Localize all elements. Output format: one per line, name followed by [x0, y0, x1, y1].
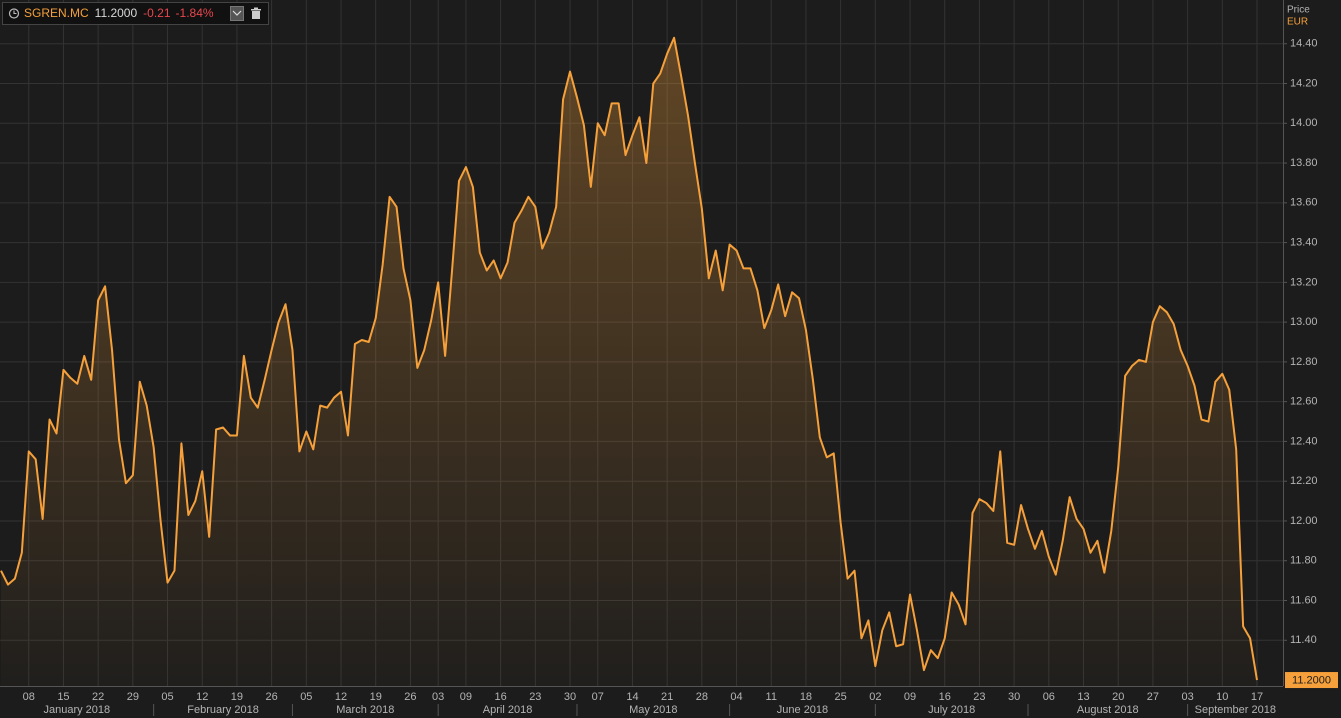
x-tick-label: 05	[161, 691, 173, 703]
y-tick-label: 11.60	[1290, 594, 1317, 606]
x-tick-label: 29	[127, 691, 139, 703]
x-tick-label: 15	[57, 691, 69, 703]
x-tick-label: 23	[529, 691, 541, 703]
plot	[0, 36, 1258, 686]
instrument-header: SGREN.MC 11.2000 -0.21 -1.84%	[2, 2, 269, 25]
last-value-badge	[1285, 672, 1338, 689]
x-tick-label: 13	[1077, 691, 1089, 703]
x-tick-label: 20	[1112, 691, 1124, 703]
y-tick-label: 13.60	[1290, 197, 1318, 209]
month-label: February 2018	[187, 704, 259, 716]
y-tick-label: 12.00	[1290, 515, 1318, 527]
y-tick-label: 13.00	[1290, 316, 1318, 328]
x-tick-label: 25	[835, 691, 847, 703]
x-tick-label: 06	[1043, 691, 1055, 703]
month-label: April 2018	[483, 704, 533, 716]
x-tick-label: 09	[904, 691, 916, 703]
x-tick-label: 08	[23, 691, 35, 703]
x-tick-label: 26	[404, 691, 416, 703]
y-tick-label: 14.40	[1290, 38, 1318, 50]
x-tick-label: 30	[1008, 691, 1020, 703]
y-tick-label: 12.20	[1290, 475, 1318, 487]
y-tick-label: 14.00	[1290, 117, 1318, 129]
y-tick-label: 13.80	[1290, 157, 1318, 169]
price: 11.2000	[95, 6, 138, 20]
dropdown-button[interactable]	[230, 6, 244, 21]
y-tick-label: 12.80	[1290, 356, 1318, 368]
x-tick-label: 19	[231, 691, 243, 703]
x-tick-label: 30	[564, 691, 576, 703]
x-tick-label: 12	[335, 691, 347, 703]
x-tick-label: 26	[266, 691, 278, 703]
last-value-label: 11.2000	[1292, 674, 1331, 686]
month-label: March 2018	[336, 704, 394, 716]
trash-handle	[254, 7, 258, 9]
x-tick-label: 07	[592, 691, 604, 703]
x-tick-label: 03	[432, 691, 444, 703]
x-tick-label: 23	[973, 691, 985, 703]
x-tick-label: 18	[800, 691, 812, 703]
change: -0.21	[143, 6, 171, 20]
x-tick-label: 27	[1147, 691, 1159, 703]
x-tick-label: 16	[494, 691, 506, 703]
price-line	[0, 36, 1258, 681]
axes: 11.40 11.60 11.80 12.00 12.20 12.40 12.60 12.80…	[23, 38, 1338, 716]
change-pct: -1.84%	[176, 6, 214, 20]
x-tick-label: 11	[766, 691, 777, 703]
delete-button[interactable]	[251, 7, 261, 20]
x-tick-label: 19	[370, 691, 382, 703]
y-tick-label: 12.40	[1290, 435, 1318, 447]
header-box	[2, 2, 269, 25]
month-label: May 2018	[629, 704, 677, 716]
y-tick-label: 12.60	[1290, 396, 1318, 408]
month-label: August 2018	[1077, 704, 1139, 716]
clock-hands	[13, 10, 17, 15]
x-tick-label: 14	[626, 691, 638, 703]
month-label: June 2018	[777, 704, 828, 716]
x-tick-label: 16	[939, 691, 951, 703]
y-axis-unit: EUR	[1287, 17, 1308, 28]
month-label: January 2018	[43, 704, 110, 716]
y-axis-title: Price	[1287, 5, 1310, 16]
x-tick-label: 05	[300, 691, 312, 703]
header-text: SGREN.MC 11.2000 -0.21 -1.84%	[24, 6, 214, 20]
x-tick-label: 10	[1216, 691, 1228, 703]
trash-body	[252, 11, 260, 19]
x-tick-label: 03	[1181, 691, 1193, 703]
x-tick-label: 22	[92, 691, 104, 703]
y-tick-label: 11.80	[1290, 555, 1317, 567]
y-tick-label: 13.20	[1290, 276, 1318, 288]
area-fill	[1, 37, 1257, 686]
clock-icon	[8, 8, 20, 19]
month-label: September 2018	[1195, 704, 1276, 716]
x-tick-label: 17	[1251, 691, 1263, 703]
x-tick-label: 09	[460, 691, 472, 703]
x-tick-label: 12	[196, 691, 208, 703]
trash-lid	[251, 9, 261, 11]
symbol[interactable]: SGREN.MC	[24, 6, 89, 20]
month-label: July 2018	[928, 704, 975, 716]
x-tick-label: 21	[661, 691, 673, 703]
x-tick-label: 28	[696, 691, 708, 703]
dropdown-arrow	[232, 10, 242, 16]
y-tick-label: 11.40	[1290, 634, 1317, 646]
x-tick-label: 04	[730, 691, 742, 703]
x-tick-label: 02	[869, 691, 881, 703]
y-tick-label: 14.20	[1290, 77, 1318, 89]
y-tick-label: 13.40	[1290, 236, 1318, 248]
